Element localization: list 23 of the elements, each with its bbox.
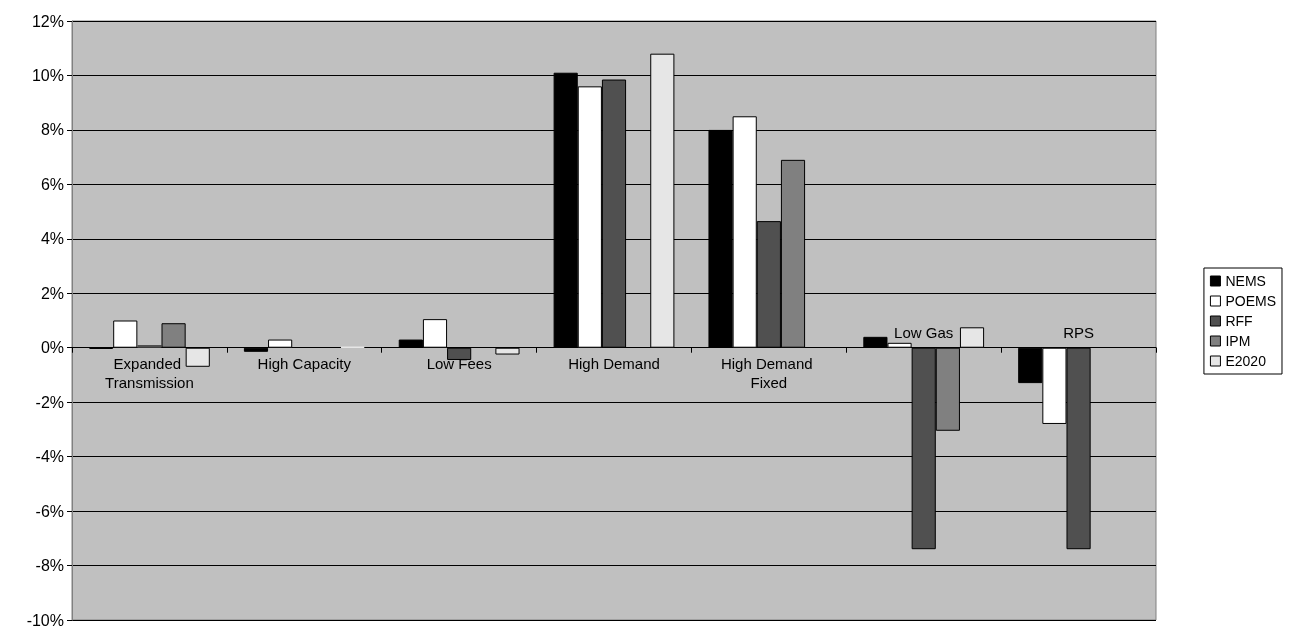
y-tick-label: 4% [40, 230, 64, 248]
legend-label: RFF [1225, 313, 1253, 329]
y-tick-label: 10% [31, 66, 64, 84]
y-tick-label: -2% [35, 393, 64, 411]
legend-label: E2020 [1225, 353, 1267, 369]
y-tick-label: 6% [40, 175, 64, 193]
x-tick-label: Expanded Transmission [105, 354, 194, 391]
y-tick-label: -4% [35, 448, 64, 466]
y-tick-label: 2% [40, 284, 64, 302]
legend-label: POEMS [1225, 293, 1277, 309]
x-tick-label: High Capacity [257, 354, 352, 372]
x-tick-label: High Demand Fixed [720, 354, 817, 391]
x-tick-label: Low Gas [894, 323, 954, 341]
y-tick-label: 8% [40, 121, 64, 139]
y-tick-label: -10% [26, 611, 64, 629]
legend-label: IPM [1225, 333, 1251, 349]
legend-label: NEMS [1225, 273, 1266, 289]
y-tick-label: -8% [35, 557, 64, 575]
y-tick-label: 0% [40, 339, 64, 357]
x-tick-label: High Demand [568, 354, 660, 372]
y-tick-label: 12% [31, 12, 64, 30]
x-tick-label: RPS [1063, 323, 1094, 341]
y-tick-label: -6% [35, 502, 64, 520]
